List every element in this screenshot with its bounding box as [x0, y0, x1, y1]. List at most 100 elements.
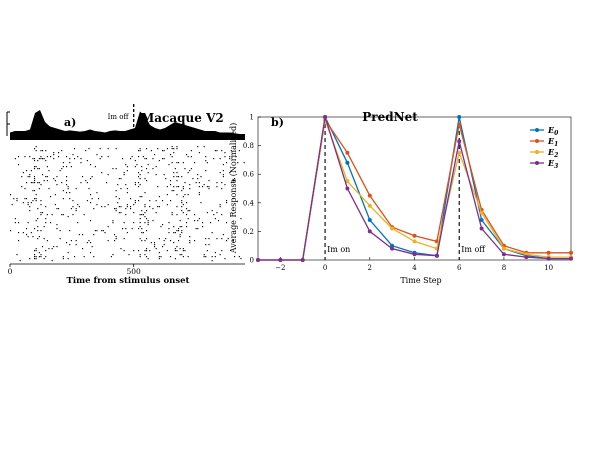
- spike-465: [197, 228, 199, 230]
- spike-408: [45, 218, 47, 220]
- spike-217: [184, 182, 186, 184]
- spike-153: [187, 172, 189, 174]
- spike-360: [93, 208, 95, 210]
- spike-398: [171, 214, 173, 216]
- spike-265: [173, 190, 175, 192]
- spike-368: [75, 210, 77, 212]
- x-tick-label-0: −2: [275, 264, 285, 272]
- spike-127: [37, 168, 39, 170]
- spike-372: [181, 210, 183, 212]
- y-tick-label-5: 1: [250, 114, 254, 122]
- spike-585: [16, 254, 18, 256]
- spike-477: [178, 230, 180, 232]
- spike-73: [43, 158, 45, 160]
- spike-109: [90, 164, 92, 166]
- spike-591: [144, 254, 146, 256]
- spike-440: [226, 222, 228, 224]
- spike-294: [62, 198, 64, 200]
- spike-446: [107, 226, 109, 228]
- spike-341: [78, 206, 80, 208]
- x-tick-label-2: 2: [368, 264, 372, 272]
- spike-334: [144, 204, 146, 206]
- spike-94: [158, 160, 160, 162]
- spike-349: [149, 206, 151, 208]
- spike-118: [62, 166, 64, 168]
- spike-9: [107, 148, 109, 150]
- spike-427: [45, 222, 47, 224]
- spike-332: [126, 204, 128, 206]
- spike-580: [38, 252, 40, 254]
- spike-298: [118, 198, 120, 200]
- spike-375: [211, 210, 213, 212]
- spike-156: [29, 174, 31, 176]
- spike-100: [176, 162, 178, 164]
- point-3-8: [434, 253, 439, 258]
- spike-630: [19, 260, 21, 262]
- spike-71: [40, 158, 42, 160]
- spike-247: [216, 186, 218, 188]
- spike-403: [221, 214, 223, 216]
- spike-594: [203, 254, 205, 256]
- spike-50: [46, 156, 48, 158]
- psth-scale-bar: [6, 111, 10, 136]
- spike-101: [178, 162, 180, 164]
- spike-251: [67, 188, 69, 190]
- spike-116: [35, 166, 37, 168]
- series-line-0: [258, 114, 571, 261]
- spike-10: [115, 148, 117, 150]
- spike-171: [56, 176, 58, 178]
- x-tick-label-3: 4: [412, 264, 417, 272]
- spike-601: [62, 256, 64, 258]
- spike-597: [35, 256, 37, 258]
- spike-303: [35, 200, 37, 202]
- spike-476: [176, 230, 178, 232]
- spike-572: [149, 250, 151, 252]
- spike-128: [38, 168, 40, 170]
- spike-184: [90, 178, 92, 180]
- spike-59: [142, 156, 144, 158]
- spike-231: [189, 184, 191, 186]
- spike-346: [126, 206, 128, 208]
- spike-268: [69, 192, 71, 194]
- spike-551: [154, 246, 156, 248]
- spike-223: [40, 184, 42, 186]
- spike-381: [144, 212, 146, 214]
- spike-150: [147, 172, 149, 174]
- spike-470: [69, 230, 71, 232]
- spike-568: [133, 250, 135, 252]
- spike-193: [34, 180, 36, 182]
- spike-43: [154, 154, 156, 156]
- spike-322: [186, 202, 188, 204]
- point-1-14: [569, 250, 573, 255]
- spike-8: [99, 148, 101, 150]
- psth-histogram: [10, 110, 245, 140]
- spike-382: [155, 212, 157, 214]
- spike-522: [88, 240, 90, 242]
- spike-489: [181, 232, 183, 234]
- spike-609: [160, 256, 162, 258]
- legend-subscript-3: 3: [554, 163, 558, 170]
- spike-44: [170, 154, 172, 156]
- a-tick-label-1: 500: [127, 267, 142, 276]
- x-axis-label: Time Step: [400, 276, 441, 285]
- spike-296: [91, 198, 93, 200]
- spike-159: [123, 174, 125, 176]
- plot-area: [257, 116, 572, 261]
- spike-187: [139, 178, 141, 180]
- spike-243: [198, 186, 200, 188]
- spike-169: [45, 176, 47, 178]
- spike-148: [123, 172, 125, 174]
- spike-399: [176, 214, 178, 216]
- spike-429: [77, 222, 79, 224]
- spike-285: [141, 196, 143, 198]
- spike-331: [107, 204, 109, 206]
- spike-164: [222, 174, 224, 176]
- spike-507: [115, 238, 117, 240]
- spike-41: [72, 154, 74, 156]
- spike-166: [27, 176, 29, 178]
- spike-7: [88, 148, 90, 150]
- spike-505: [43, 238, 45, 240]
- spike-629: [240, 258, 242, 260]
- spike-563: [182, 248, 184, 250]
- spike-88: [229, 158, 231, 160]
